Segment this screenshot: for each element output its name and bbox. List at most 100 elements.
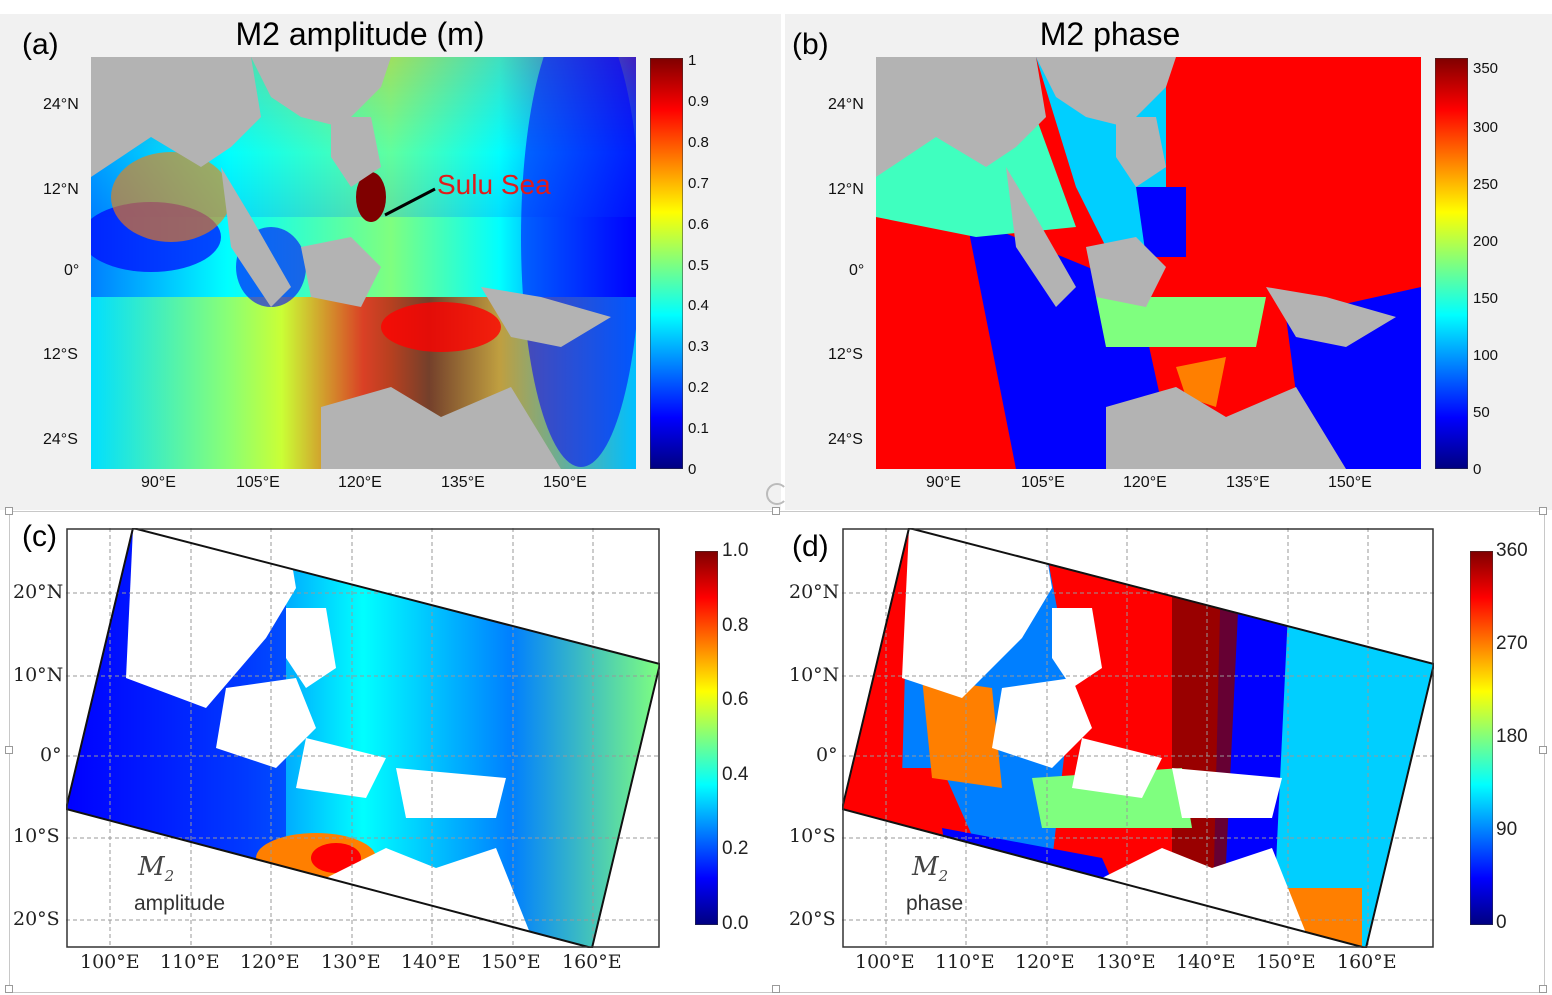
- sulu-sea-arrow: [384, 187, 436, 217]
- panel-d-colorbar-tick: 360: [1496, 540, 1528, 561]
- panel-a-lon-label: 105°E: [236, 474, 280, 491]
- panel-a-colorbar-tick: 0.2: [688, 379, 709, 397]
- selection-frame[interactable]: [9, 511, 1545, 993]
- panel-a-colorbar-tick: 0.1: [688, 420, 709, 438]
- panel-c-lon-label: 140°E: [401, 951, 461, 973]
- selection-handle-tm[interactable]: [772, 507, 780, 515]
- panel-d-lon-label: 140°E: [1176, 951, 1236, 973]
- sulu-sea-annotation: Sulu Sea: [437, 169, 551, 200]
- panel-d-lon-label: 120°E: [1015, 951, 1075, 973]
- panel-c-lat-label: 0°: [40, 744, 62, 766]
- panel-c-colorbar-tick: 0.2: [722, 838, 749, 859]
- selection-handle-bm[interactable]: [772, 985, 780, 993]
- panel-a-colorbar-tick: 0.8: [688, 133, 709, 151]
- panel-a-title: M2 amplitude (m): [235, 16, 485, 52]
- panel-d-lon-label: 110°E: [935, 951, 995, 973]
- panel-d-lon-label: 100°E: [855, 951, 915, 973]
- panel-d-colorbar: [1470, 551, 1493, 925]
- panel-b-lon-label: 105°E: [1021, 474, 1065, 491]
- panel-d-colorbar-tick: 270: [1496, 633, 1528, 654]
- panel-d-inset-symbol: M2: [912, 852, 949, 885]
- panel-b-lat-label: 12°S: [828, 346, 863, 363]
- panel-c-lon-label: 150°E: [481, 951, 541, 973]
- panel-c-lon-label: 160°E: [562, 951, 622, 973]
- selection-handle-tr[interactable]: [1539, 507, 1547, 515]
- panel-a-colorbar-tick: 0.6: [688, 215, 709, 233]
- panel-a-colorbar-tick: 0.7: [688, 174, 709, 192]
- panel-a-lat-label: 0°: [64, 262, 80, 279]
- panel-d-map: [842, 528, 1434, 948]
- panel-a-lat-label: 24°N: [43, 96, 79, 113]
- panel-b-label: (b): [792, 28, 829, 61]
- panel-d-colorbar-tick: 180: [1496, 726, 1528, 747]
- panel-c-lat-label: 10°S: [13, 825, 60, 847]
- panel-b-colorbar-tick: 200: [1473, 233, 1499, 250]
- panel-d-lat-label: 10°S: [789, 825, 836, 847]
- panel-b-title: M2 phase: [1039, 16, 1181, 52]
- panel-b-lat-label: 0°: [849, 262, 865, 279]
- panel-c-lon-label: 110°E: [160, 951, 220, 973]
- panel-d-lat-label: 20°S: [789, 908, 836, 930]
- panel-c-colorbar-tick: 0.8: [722, 614, 749, 636]
- panel-d-lon-label: 130°E: [1096, 951, 1156, 973]
- panel-c-inset-word: amplitude: [134, 892, 226, 915]
- panel-b-colorbar-tick: 50: [1473, 404, 1490, 421]
- panel-c-inset-symbol: M2: [138, 852, 175, 885]
- panel-d-colorbar-tick: 90: [1496, 819, 1518, 840]
- panel-c-lon-label: 100°E: [80, 951, 140, 973]
- panel-a-colorbar-tick: 0: [688, 461, 697, 478]
- panel-b-lon-label: 150°E: [1328, 474, 1372, 491]
- selection-handle-mr[interactable]: [1539, 746, 1547, 754]
- panel-c-colorbar-tick: 1.0: [722, 540, 749, 561]
- panel-c-lon-label: 130°E: [321, 951, 381, 973]
- rotate-handle-icon[interactable]: [766, 483, 788, 505]
- panel-a-lon-label: 120°E: [338, 474, 382, 491]
- panel-c-lat-label: 20°S: [13, 908, 60, 930]
- panel-a-lat-label: 24°S: [43, 431, 78, 448]
- panel-d-lat-label: 10°N: [789, 664, 840, 686]
- panel-a-lon-label: 150°E: [543, 474, 587, 491]
- panel-c-colorbar: [695, 551, 718, 925]
- panel-a-lat-label: 12°S: [43, 346, 78, 363]
- panel-c-lat-label: 10°N: [13, 664, 64, 686]
- panel-c-map: [66, 528, 660, 948]
- panel-b-colorbar-tick: 350: [1473, 60, 1499, 77]
- panel-b-colorbar-tick: 250: [1473, 176, 1499, 193]
- panel-b-colorbar-tick: 150: [1473, 290, 1499, 307]
- panel-b-lat-label: 24°S: [828, 431, 863, 448]
- panel-a-colorbar-tick: 1: [688, 52, 697, 69]
- panel-b-lon-label: 135°E: [1226, 474, 1270, 491]
- panel-c-colorbar-tick: 0.6: [722, 689, 749, 710]
- selection-handle-tl[interactable]: [5, 507, 13, 515]
- panel-d-label: (d): [792, 530, 829, 563]
- panel-a-colorbar-tick: 0.5: [688, 256, 709, 274]
- panel-a-colorbar-tick: 0.3: [688, 338, 709, 356]
- panel-b-map: [876, 57, 1421, 469]
- panel-b-lon-label: 120°E: [1123, 474, 1167, 491]
- panel-b-lon-label: 90°E: [926, 474, 961, 491]
- selection-handle-br[interactable]: [1539, 985, 1547, 993]
- panel-d-lat-label: 0°: [816, 744, 838, 766]
- panel-a-lon-label: 90°E: [141, 474, 176, 491]
- panel-c-lon-label: 120°E: [240, 951, 300, 973]
- panel-d-colorbar-tick: 0: [1496, 912, 1507, 933]
- panel-c-colorbar-tick: 0.0: [722, 912, 749, 934]
- panel-a-colorbar: [650, 58, 683, 469]
- panel-a-colorbar-tick: 0.9: [688, 92, 709, 110]
- panel-b-lat-label: 12°N: [828, 181, 864, 198]
- panel-a-map: [91, 57, 636, 469]
- selection-handle-ml[interactable]: [5, 746, 13, 754]
- panel-b-colorbar: [1435, 58, 1468, 469]
- panel-b-colorbar-tick: 100: [1473, 347, 1499, 364]
- panel-a-lat-label: 12°N: [43, 181, 79, 198]
- panel-b-colorbar-tick: 0: [1473, 461, 1482, 478]
- panel-c-label: (c): [22, 520, 57, 553]
- panel-c-lat-label: 20°N: [13, 581, 64, 603]
- panel-b-lat-label: 24°N: [828, 96, 864, 113]
- panel-d-lon-label: 160°E: [1337, 951, 1397, 973]
- selection-handle-bl[interactable]: [5, 985, 13, 993]
- panel-a-colorbar-tick: 0.4: [688, 297, 709, 315]
- panel-a-lon-label: 135°E: [441, 474, 485, 491]
- panel-b-colorbar-tick: 300: [1473, 119, 1499, 136]
- panel-a-label: (a): [22, 28, 59, 61]
